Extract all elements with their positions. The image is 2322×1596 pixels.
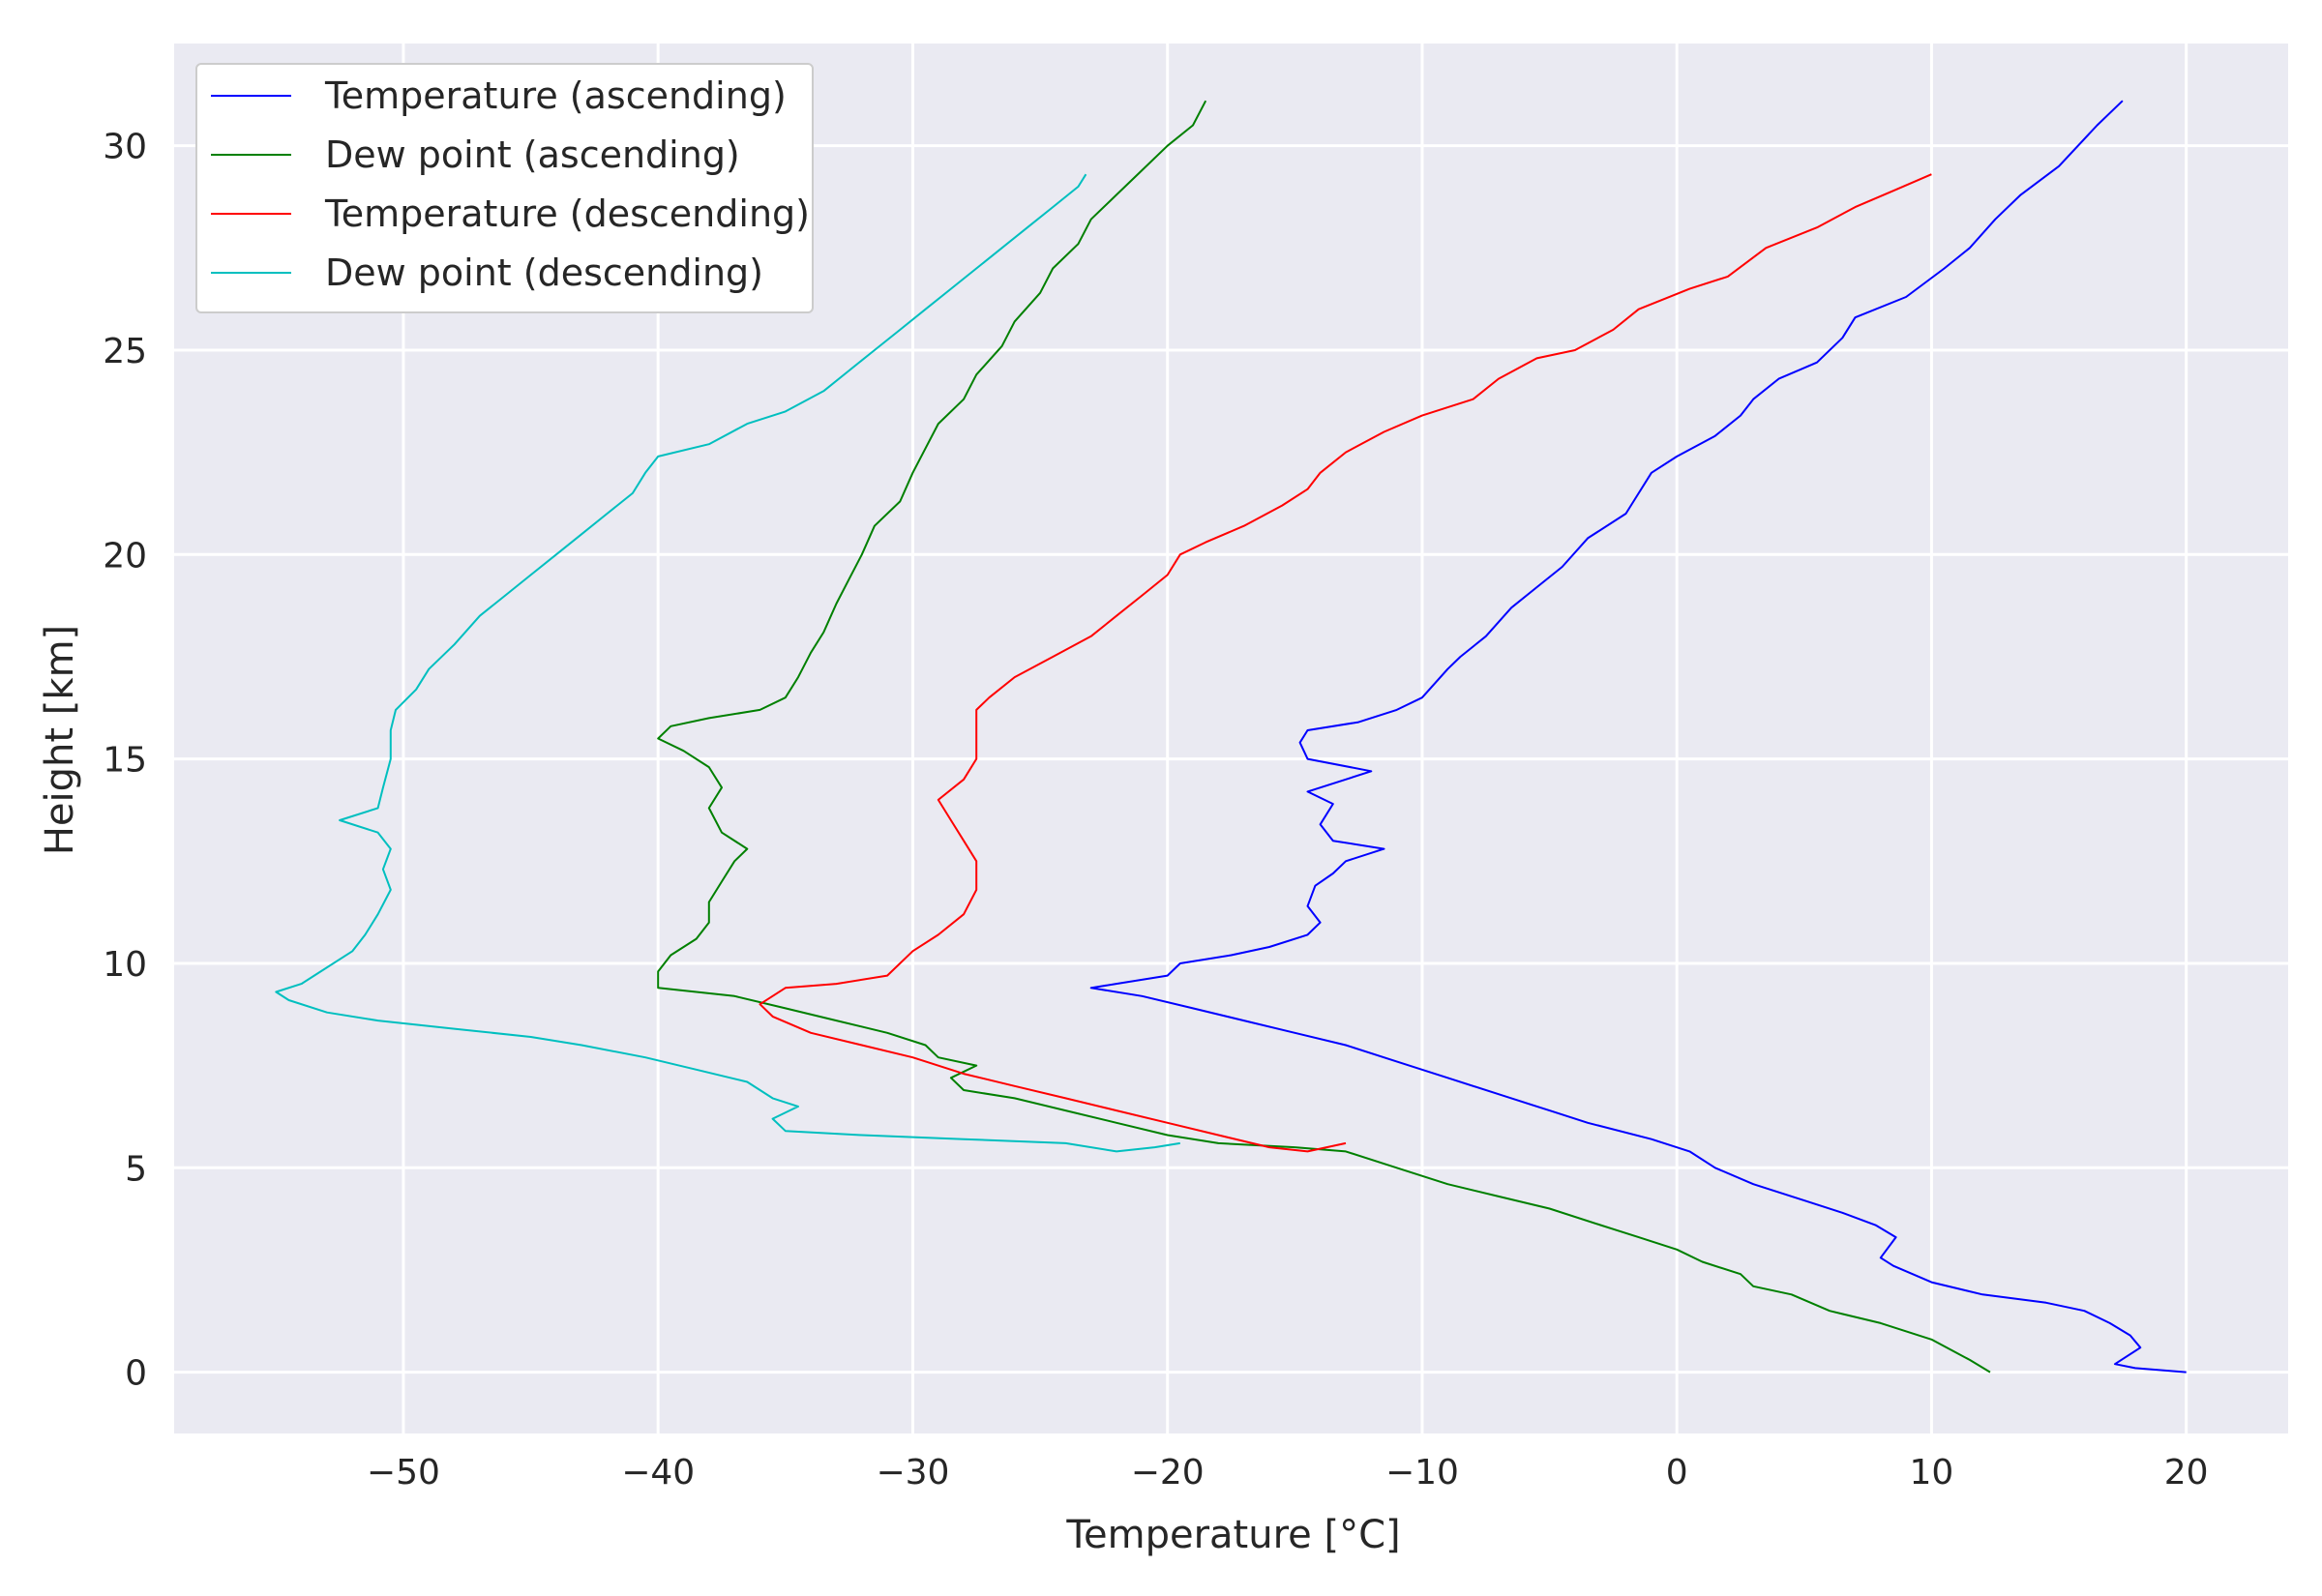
legend-entry-label: Dew point (ascending)	[325, 133, 740, 176]
x-axis-label: Temperature [°C]	[1065, 1513, 1400, 1557]
series-line-temperature-descending	[759, 173, 1932, 1153]
series-line-dew-point-ascending	[657, 100, 1991, 1374]
y-tick-label: 15	[103, 741, 147, 781]
y-tick-label: 25	[103, 332, 147, 371]
legend-entry-label: Temperature (descending)	[324, 192, 810, 235]
series-layer	[275, 100, 2187, 1374]
y-tick-label: 10	[103, 945, 147, 985]
legend: Temperature (ascending) Dew point (ascend…	[195, 63, 814, 313]
gridlines	[174, 44, 2288, 1433]
y-tick-label: 0	[125, 1354, 147, 1394]
x-axis-ticks: −50 −40 −30 −20 −10 0 10 20	[367, 1453, 2209, 1493]
y-tick-label: 5	[125, 1149, 147, 1189]
y-tick-label: 20	[103, 536, 147, 576]
x-tick-label: 10	[1910, 1453, 1954, 1493]
y-tick-label: 30	[103, 128, 147, 167]
legend-box	[195, 63, 814, 313]
x-tick-label: −10	[1385, 1453, 1459, 1493]
x-tick-label: 20	[2164, 1453, 2209, 1493]
x-tick-label: −50	[367, 1453, 440, 1493]
y-axis-label: Height [km]	[38, 625, 82, 855]
x-tick-label: −40	[621, 1453, 695, 1493]
x-tick-label: −20	[1131, 1453, 1205, 1493]
x-tick-label: −30	[876, 1453, 949, 1493]
y-axis-ticks: 0 5 10 15 20 25 30	[103, 128, 147, 1394]
legend-entry-label: Dew point (descending)	[325, 251, 763, 294]
series-line-temperature-ascending	[1089, 100, 2187, 1374]
series-line-dew-point-descending	[275, 173, 1180, 1153]
x-tick-label: 0	[1666, 1453, 1688, 1493]
legend-entry-label: Temperature (ascending)	[324, 74, 787, 117]
